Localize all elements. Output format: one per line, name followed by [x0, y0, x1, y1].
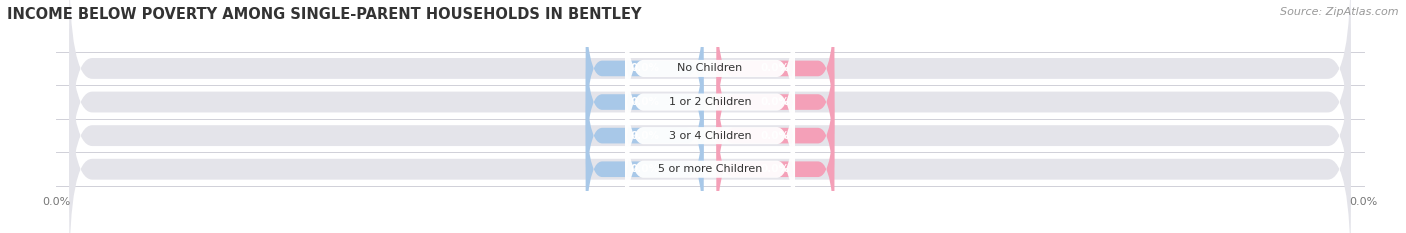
- FancyBboxPatch shape: [717, 26, 834, 178]
- FancyBboxPatch shape: [717, 0, 834, 145]
- FancyBboxPatch shape: [586, 26, 703, 178]
- Text: 0.0%: 0.0%: [761, 131, 790, 141]
- Text: 1 or 2 Children: 1 or 2 Children: [669, 97, 751, 107]
- FancyBboxPatch shape: [586, 0, 703, 145]
- FancyBboxPatch shape: [586, 93, 703, 233]
- FancyBboxPatch shape: [626, 84, 794, 233]
- Text: Source: ZipAtlas.com: Source: ZipAtlas.com: [1281, 7, 1399, 17]
- FancyBboxPatch shape: [626, 50, 794, 221]
- Text: 0.0%: 0.0%: [630, 97, 659, 107]
- Text: INCOME BELOW POVERTY AMONG SINGLE-PARENT HOUSEHOLDS IN BENTLEY: INCOME BELOW POVERTY AMONG SINGLE-PARENT…: [7, 7, 641, 22]
- FancyBboxPatch shape: [69, 28, 1351, 233]
- FancyBboxPatch shape: [717, 93, 834, 233]
- Text: 0.0%: 0.0%: [761, 97, 790, 107]
- Text: 0.0%: 0.0%: [761, 63, 790, 73]
- Text: 0.0%: 0.0%: [630, 131, 659, 141]
- FancyBboxPatch shape: [69, 0, 1351, 209]
- Text: No Children: No Children: [678, 63, 742, 73]
- FancyBboxPatch shape: [626, 17, 794, 188]
- FancyBboxPatch shape: [586, 59, 703, 212]
- FancyBboxPatch shape: [717, 59, 834, 212]
- FancyBboxPatch shape: [69, 62, 1351, 233]
- FancyBboxPatch shape: [69, 0, 1351, 176]
- Text: 3 or 4 Children: 3 or 4 Children: [669, 131, 751, 141]
- FancyBboxPatch shape: [626, 0, 794, 154]
- Text: 0.0%: 0.0%: [630, 164, 659, 174]
- Text: 0.0%: 0.0%: [630, 63, 659, 73]
- Text: 0.0%: 0.0%: [761, 164, 790, 174]
- Text: 5 or more Children: 5 or more Children: [658, 164, 762, 174]
